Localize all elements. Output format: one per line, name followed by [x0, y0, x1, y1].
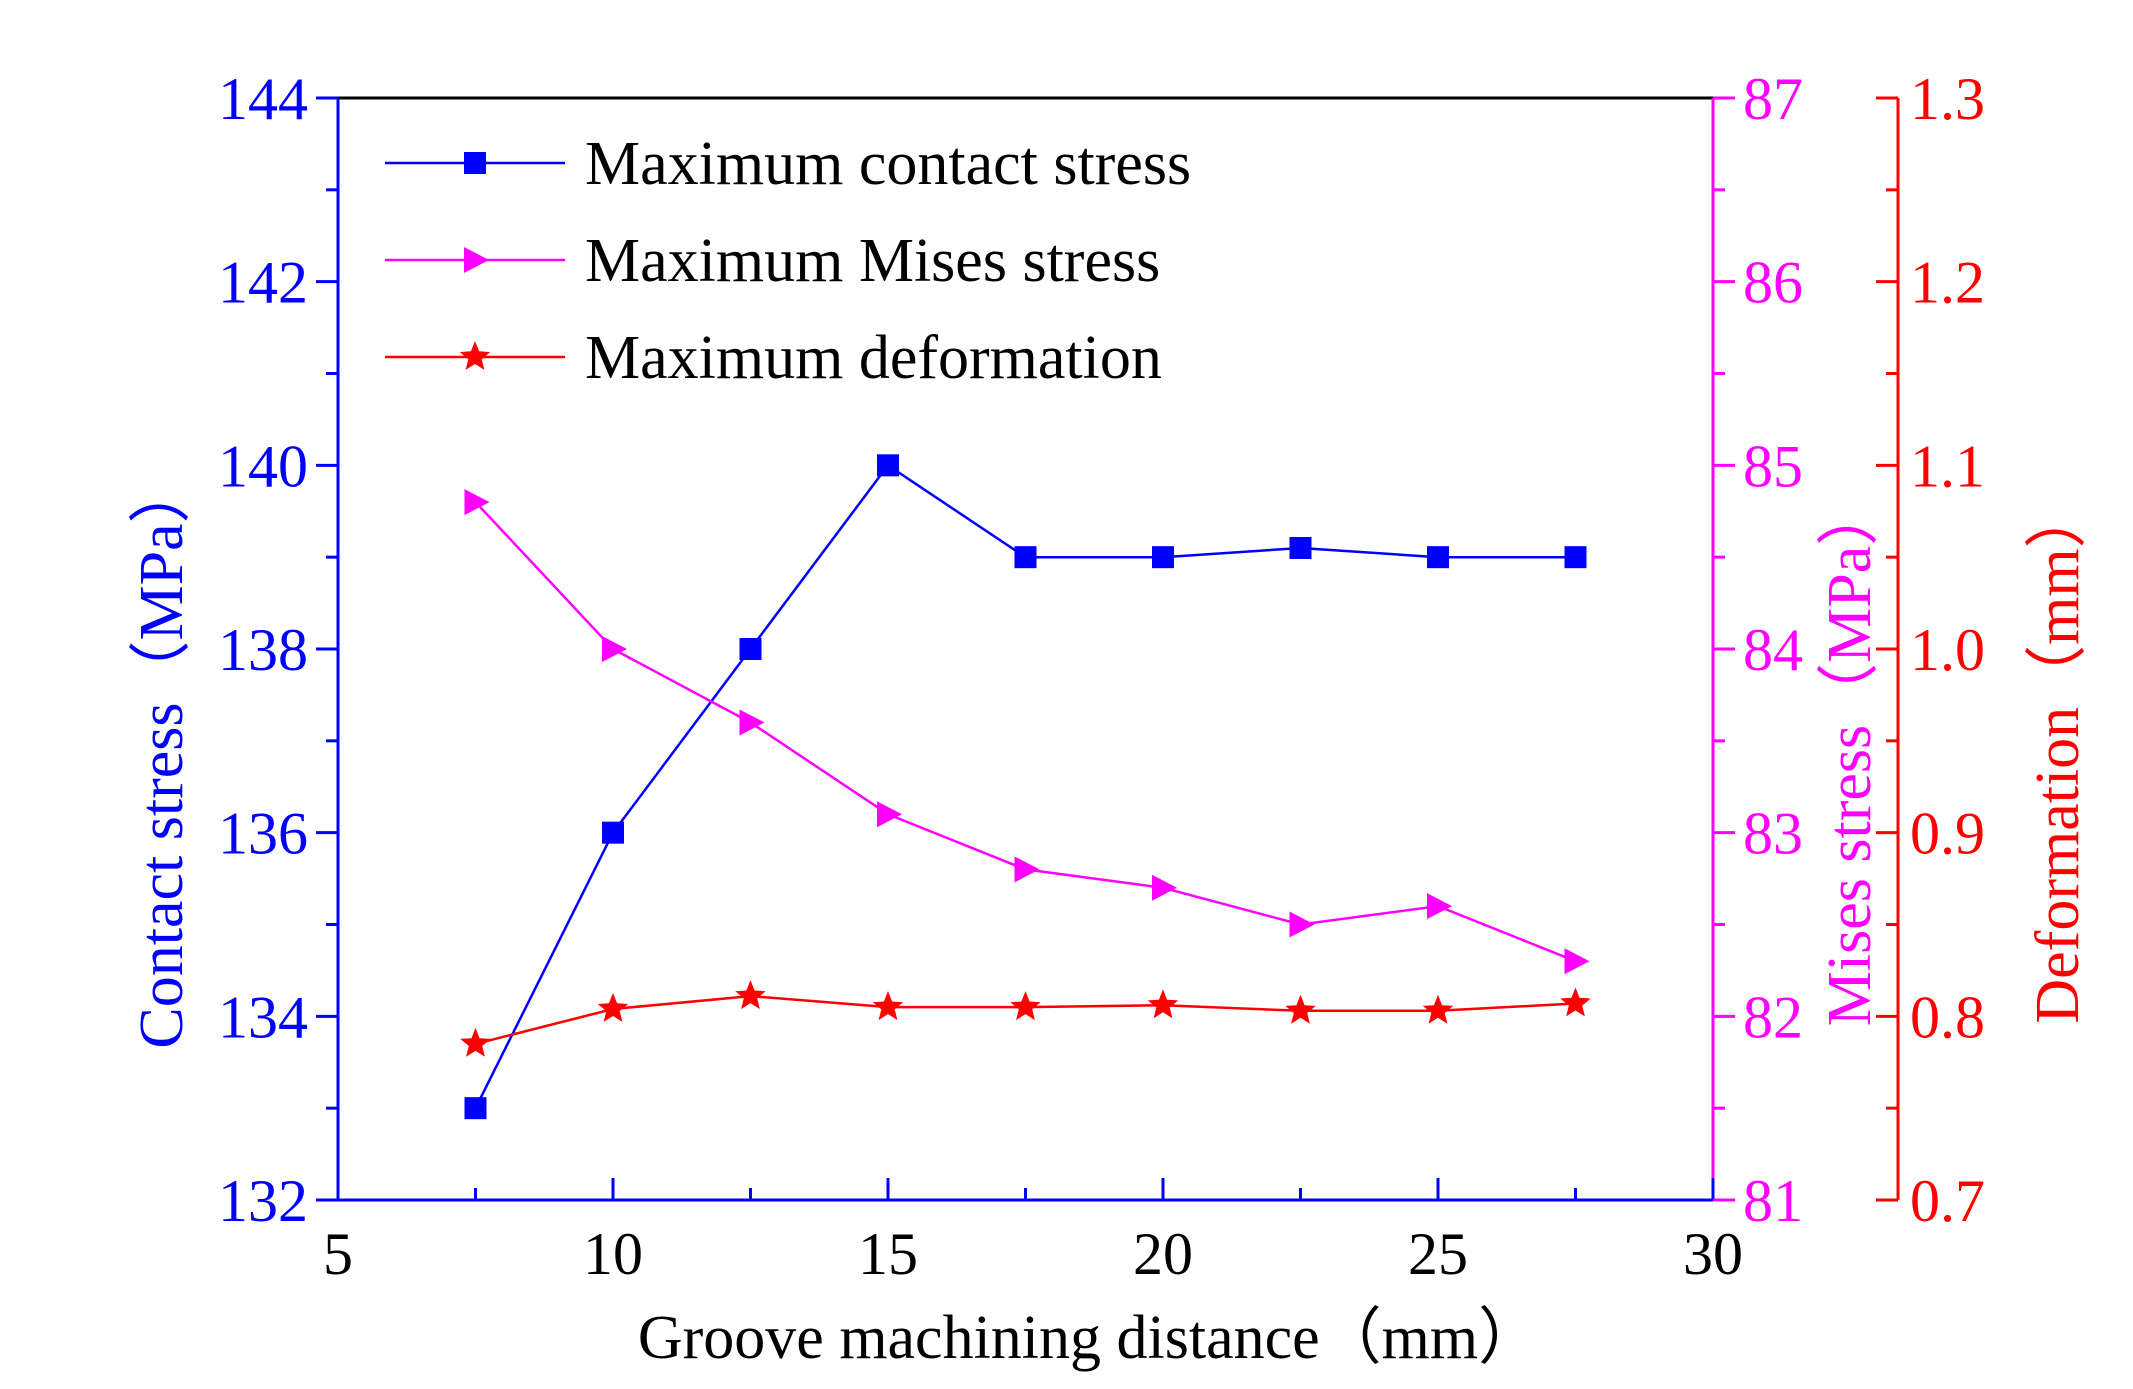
y-tick-label-mises: 83 [1743, 801, 1803, 867]
legend-marker-contact [464, 152, 486, 174]
y-tick-label-deformation: 1.1 [1910, 433, 1985, 499]
data-point-contact [1152, 546, 1174, 569]
data-point-mises [877, 801, 902, 828]
legend-marker-mises [464, 247, 489, 273]
data-point-contact [1564, 546, 1587, 569]
x-tick-label: 15 [858, 1221, 918, 1287]
y-tick-label-contact: 142 [218, 250, 308, 316]
y-tick-label-deformation: 1.3 [1910, 66, 1985, 132]
axes: 5 10 15 20 25 30 132 134 136 138 140 142 144 81 82 83 84… [218, 66, 1985, 1287]
y-tick-label-mises: 87 [1743, 66, 1803, 132]
data-point-contact [1427, 546, 1449, 569]
x-tick-label: 20 [1133, 1221, 1193, 1287]
y-axis-title-mises: Mises stress（MPa） [1816, 484, 1884, 1027]
legend-label-mises: Maximum Mises stress [585, 227, 1160, 295]
x-tick-label: 25 [1408, 1221, 1468, 1287]
y-tick-label-contact: 138 [218, 617, 308, 683]
x-axis-title: Groove machining distance（mm） [638, 1304, 1540, 1372]
y-tick-label-deformation: 0.8 [1910, 984, 1985, 1050]
data-point-contact [1289, 536, 1312, 559]
y-axis-title-contact: Contact stress（MPa） [128, 461, 196, 1048]
data-point-deformation [872, 991, 904, 1021]
legend-marker-deformation [459, 341, 491, 370]
data-point-mises [739, 709, 765, 736]
y-tick-label-mises: 81 [1743, 1168, 1803, 1234]
data-point-deformation [1010, 991, 1041, 1021]
y-axis-title-deformation: Deformation（mm） [2024, 486, 2092, 1023]
y-tick-label-deformation: 0.7 [1910, 1168, 1985, 1234]
data-point-deformation [1285, 994, 1316, 1024]
x-tick-label: 5 [323, 1221, 353, 1287]
data-point-mises [1289, 911, 1315, 938]
legend-label-deformation: Maximum deformation [585, 324, 1162, 392]
y-tick-label-deformation: 1.2 [1910, 250, 1985, 316]
data-point-deformation [1560, 987, 1591, 1017]
y-tick-label-contact: 136 [218, 801, 308, 867]
y-tick-label-mises: 86 [1743, 250, 1803, 316]
y-tick-label-mises: 84 [1743, 617, 1803, 683]
y-tick-label-mises: 82 [1743, 984, 1803, 1050]
legend-label-contact: Maximum contact stress [585, 130, 1191, 198]
y-tick-label-deformation: 1.0 [1910, 617, 1985, 683]
data-point-deformation [460, 1027, 491, 1057]
data-point-contact [877, 454, 899, 477]
x-tick-label: 10 [583, 1221, 643, 1287]
data-point-mises [1152, 874, 1177, 901]
data-point-mises [1014, 856, 1040, 883]
data-point-deformation [1147, 989, 1179, 1019]
data-point-contact [1014, 546, 1037, 569]
data-point-contact [739, 638, 762, 660]
y-tick-label-deformation: 0.9 [1910, 801, 1985, 867]
data-point-mises [1564, 948, 1590, 975]
y-tick-label-mises: 85 [1743, 433, 1803, 499]
data-point-contact [464, 1097, 487, 1120]
data-point-deformation [735, 980, 766, 1010]
y-tick-label-contact: 144 [218, 66, 308, 132]
y-tick-label-contact: 134 [218, 984, 308, 1050]
data-point-mises [602, 636, 627, 662]
data-series [460, 454, 1591, 1120]
data-point-mises [1427, 893, 1452, 920]
data-point-contact [602, 821, 624, 844]
x-tick-label: 30 [1683, 1221, 1743, 1287]
y-tick-label-contact: 132 [218, 1168, 308, 1234]
y-tick-label-contact: 140 [218, 433, 308, 499]
legend: Maximum contact stress Maximum Mises stre… [385, 130, 1191, 392]
data-point-deformation [597, 993, 629, 1022]
data-point-mises [464, 489, 490, 516]
data-point-deformation [1422, 994, 1454, 1024]
